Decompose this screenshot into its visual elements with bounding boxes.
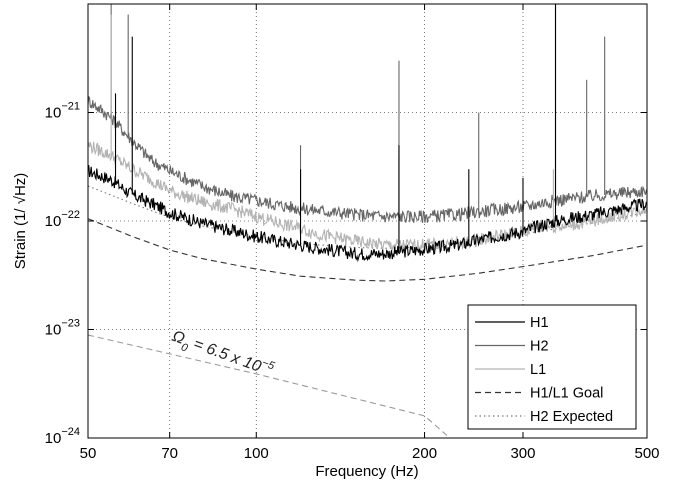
x-tick-label: 100 xyxy=(244,445,269,462)
series-h2-expected-line xyxy=(88,185,647,249)
x-tick-label: 50 xyxy=(80,445,97,462)
omega-symbol: Ω xyxy=(170,328,187,348)
y-tick-labels: 10−24 10−23 10−22 10−21 xyxy=(45,101,80,448)
legend: H1 H2 L1 H1/L1 Goal H2 Expected xyxy=(467,304,637,430)
x-tick-label: 300 xyxy=(510,445,535,462)
y-tick-label: 10−23 xyxy=(45,318,80,339)
legend-entry-label: H2 Expected xyxy=(530,409,613,425)
axis-ticks xyxy=(87,4,648,439)
x-tick-labels: 50 70 100 200 300 500 xyxy=(80,445,660,462)
background-reference-line-line xyxy=(88,334,451,438)
series-layer xyxy=(88,4,647,438)
y-axis-label: Strain (1/ √Hz) xyxy=(12,173,29,270)
y-tick-label: 10−24 xyxy=(45,426,80,447)
legend-entry-label: H2 xyxy=(530,339,549,355)
series-h1-l1-goal-line xyxy=(88,218,647,282)
legend-box xyxy=(467,304,637,430)
series-l1-line xyxy=(88,141,647,253)
legend-entry-label: H1/L1 Goal xyxy=(530,386,603,402)
omega-subscript: 0 xyxy=(179,341,190,355)
y-tick-label: 10−21 xyxy=(45,101,80,122)
x-tick-label: 200 xyxy=(412,445,437,462)
legend-entry-label: H1 xyxy=(530,315,549,331)
omega-exponent: −5 xyxy=(260,357,277,373)
series-h1-line xyxy=(88,165,647,263)
legend-entry-label: L1 xyxy=(530,362,546,378)
x-axis-label: Frequency (Hz) xyxy=(315,463,418,480)
y-tick-label: 10−22 xyxy=(45,209,80,230)
x-tick-label: 70 xyxy=(161,445,178,462)
x-tick-label: 500 xyxy=(634,445,659,462)
